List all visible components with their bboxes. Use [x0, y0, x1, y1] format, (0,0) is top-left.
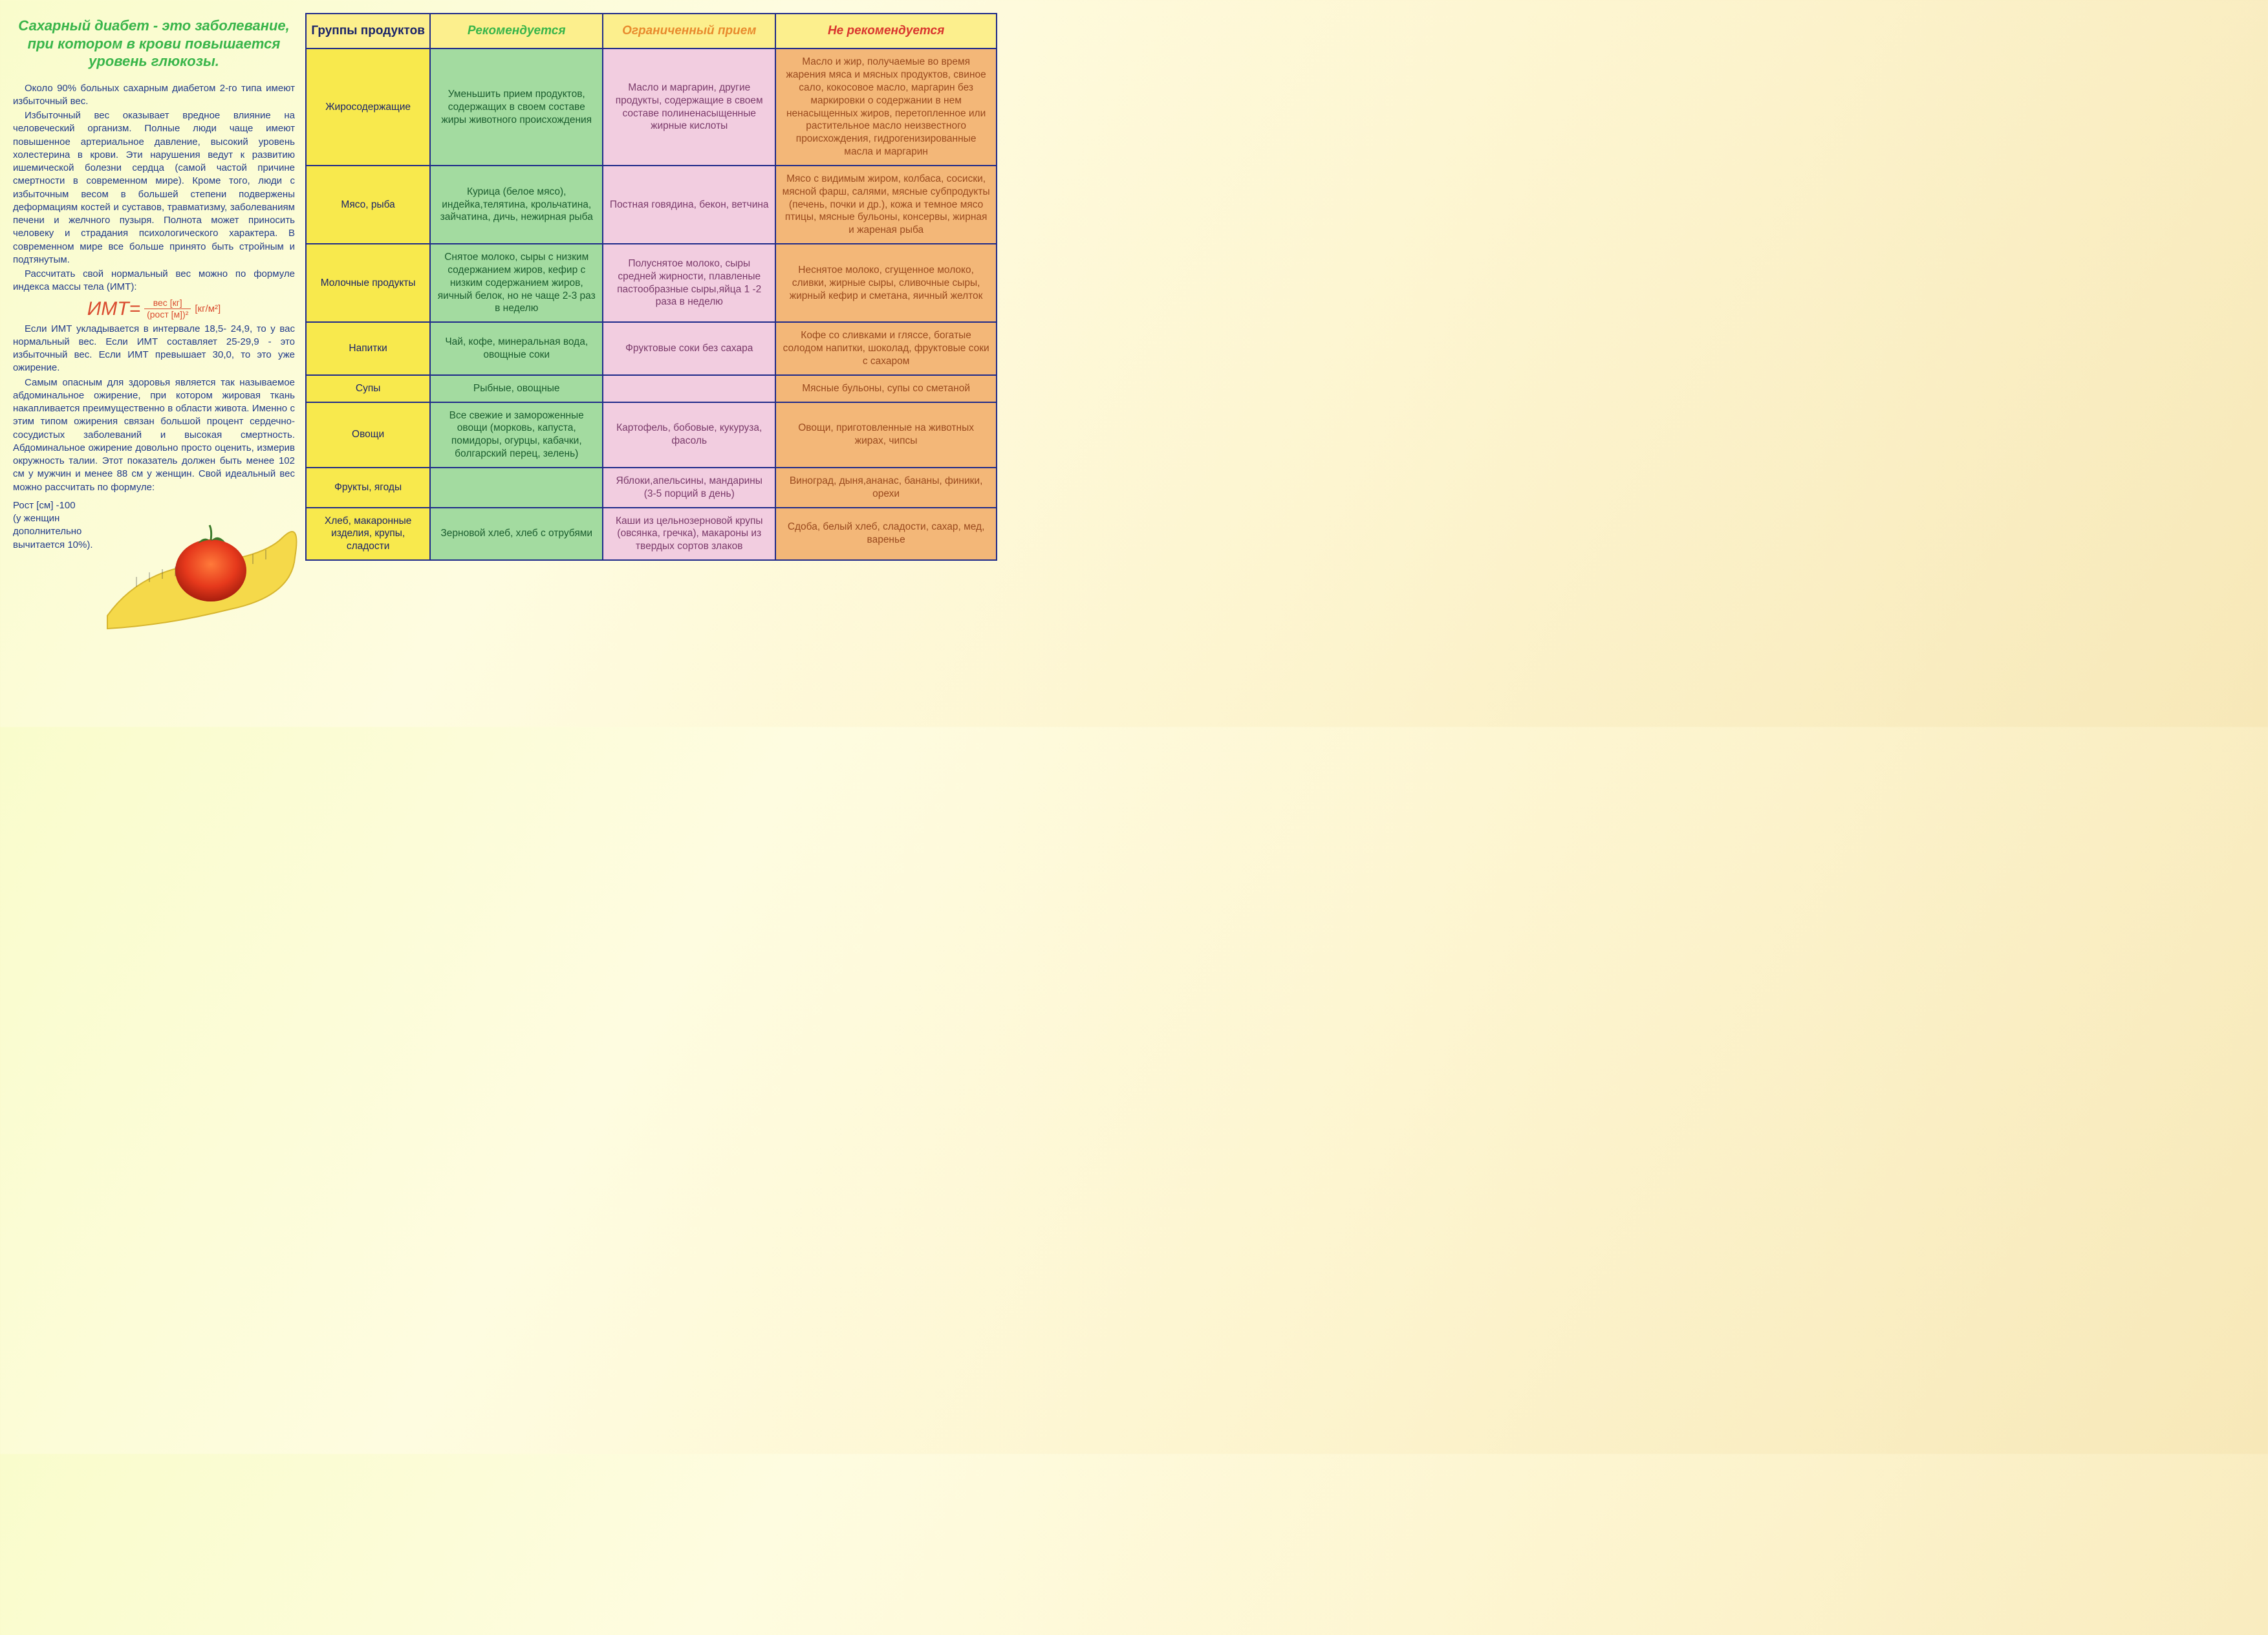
table-row: ЖиросодержащиеУменьшить прием продуктов,…: [306, 49, 997, 166]
cell: Картофель, бобовые, кукуруза, фасоль: [603, 402, 775, 468]
cell: Жиросодержащие: [306, 49, 430, 166]
cell: Кофе со сливками и гляссе, богатые солод…: [775, 322, 997, 374]
cell: Сдоба, белый хлеб, сладости, сахар, мед,…: [775, 508, 997, 560]
cell: Фруктовые соки без сахара: [603, 322, 775, 374]
para-2: Избыточный вес оказывает вредное влияние…: [13, 109, 295, 266]
table-row: Хлеб, макаронные изделия, крупы, сладост…: [306, 508, 997, 560]
cell: Все свежие и замороженные овощи (морковь…: [430, 402, 603, 468]
table-row: ОвощиВсе свежие и замороженные овощи (мо…: [306, 402, 997, 468]
col-header-1: Рекомендуется: [430, 14, 603, 49]
para-4: Если ИМТ укладывается в интервале 18,5- …: [13, 323, 295, 375]
table-row: Мясо, рыбаКурица (белое мясо), индейка,т…: [306, 166, 997, 244]
para-1: Около 90% больных сахарным диабетом 2-го…: [13, 82, 295, 109]
para-3: Рассчитать свой нормальный вес можно по …: [13, 268, 295, 294]
cell: Неснятое молоко, сгущенное молоко, сливк…: [775, 244, 997, 322]
cell: Масло и жир, получаемые во время жарения…: [775, 49, 997, 166]
cell: Постная говядина, бекон, ветчина: [603, 166, 775, 244]
cell: Чай, кофе, минеральная вода, овощные сок…: [430, 322, 603, 374]
cell: Хлеб, макаронные изделия, крупы, сладост…: [306, 508, 430, 560]
cell: Овощи: [306, 402, 430, 468]
page-title: Сахарный диабет - это заболевание, при к…: [13, 17, 295, 70]
cell: [430, 468, 603, 508]
cell: Снятое молоко, сыры с низким содержанием…: [430, 244, 603, 322]
table-row: НапиткиЧай, кофе, минеральная вода, овощ…: [306, 322, 997, 374]
cell: Уменьшить прием продуктов, содержащих в …: [430, 49, 603, 166]
para-5: Самым опасным для здоровья является так …: [13, 376, 295, 494]
cell: Напитки: [306, 322, 430, 374]
cell: Фрукты, ягоды: [306, 468, 430, 508]
table-row: Молочные продуктыСнятое молоко, сыры с н…: [306, 244, 997, 322]
cell: [603, 375, 775, 402]
cell: Яблоки,апельсины, мандарины (3-5 порций …: [603, 468, 775, 508]
left-panel: Сахарный диабет - это заболевание, при к…: [12, 13, 296, 714]
cell: Молочные продукты: [306, 244, 430, 322]
formula-denominator: (рост [м])²: [144, 309, 191, 319]
cell: Мясо с видимым жиром, колбаса, сосиски, …: [775, 166, 997, 244]
cell: Виноград, дыня,ананас, бананы, финики, о…: [775, 468, 997, 508]
cell: Курица (белое мясо), индейка,телятина, к…: [430, 166, 603, 244]
col-header-0: Группы продуктов: [306, 14, 430, 49]
cell: Каши из цельнозерновой крупы (овсянка, г…: [603, 508, 775, 560]
col-header-3: Не рекомендуется: [775, 14, 997, 49]
col-header-2: Ограниченный прием: [603, 14, 775, 49]
cell: Мясные бульоны, супы со сметаной: [775, 375, 997, 402]
formula-numerator: вес [кг]: [151, 298, 185, 309]
formula-unit: [кг/м²]: [195, 303, 221, 314]
table-row: Фрукты, ягоды Яблоки,апельсины, мандарины…: [306, 468, 997, 508]
cell: Полуснятое молоко, сыры средней жирности…: [603, 244, 775, 322]
cell: Рыбные, овощные: [430, 375, 603, 402]
cell: Зерновой хлеб, хлеб с отрубями: [430, 508, 603, 560]
cell: Мясо, рыба: [306, 166, 430, 244]
formula-lhs: ИМТ=: [87, 298, 140, 320]
table-row: СупыРыбные, овощные Мясные бульоны, супы …: [306, 375, 997, 402]
cell: Овощи, приготовленные на животных жирах,…: [775, 402, 997, 468]
food-table-panel: Группы продуктовРекомендуетсяОграниченны…: [305, 13, 997, 714]
tomato-tape-image: [101, 499, 314, 635]
food-table: Группы продуктовРекомендуетсяОграниченны…: [305, 13, 997, 561]
cell: Масло и маргарин, другие продукты, содер…: [603, 49, 775, 166]
bmi-formula: ИМТ= вес [кг] (рост [м])² [кг/м²]: [13, 298, 295, 320]
cell: Супы: [306, 375, 430, 402]
